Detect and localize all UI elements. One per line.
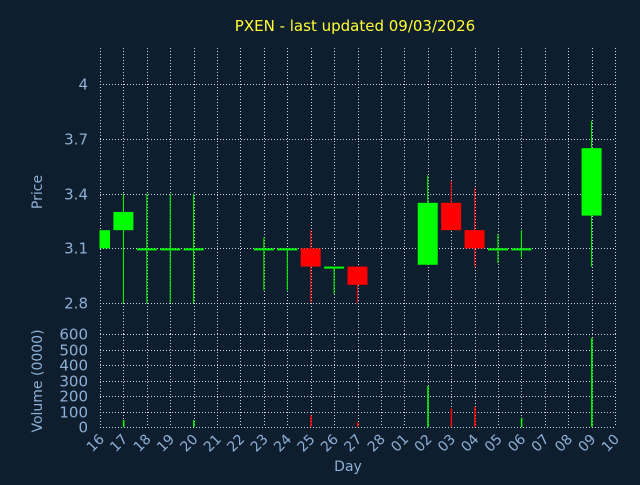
x-tick-label: 27	[341, 432, 365, 456]
x-tick-label: 22	[224, 432, 248, 456]
candle-body	[441, 202, 462, 231]
price-y-tick-label: 3.4	[64, 186, 88, 204]
x-tick-label: 28	[365, 432, 389, 456]
x-tick-label: 26	[318, 431, 342, 455]
volume-series	[122, 337, 593, 427]
candle-body	[300, 248, 321, 267]
candle-body	[581, 148, 602, 216]
x-tick-label: 17	[107, 432, 131, 456]
volume-y-tick-label: 200	[59, 388, 88, 406]
volume-y-tick-label: 100	[59, 404, 88, 422]
price-y-tick-label: 2.8	[64, 295, 88, 313]
candle-body	[417, 202, 438, 265]
candle-body	[253, 248, 274, 251]
volume-axis-label: Volume (0000)	[30, 329, 46, 432]
x-tick-label: 20	[178, 432, 202, 456]
candle-body	[160, 248, 181, 251]
x-tick-label: 06	[505, 431, 529, 455]
candle-body	[487, 248, 508, 251]
volume-y-tick-label: 400	[59, 357, 88, 375]
volume-y-tick-label: 0	[78, 419, 88, 437]
x-tick-label: 19	[154, 432, 178, 456]
candle-body	[113, 211, 134, 231]
volume-bar	[474, 406, 476, 427]
candle-body	[136, 248, 157, 251]
candle-body	[511, 248, 532, 251]
candlestick-series	[99, 120, 602, 304]
candle-body	[100, 230, 110, 249]
candle-body	[277, 248, 298, 251]
x-tick-label: 10	[599, 432, 623, 456]
price-axis-label: Price	[30, 175, 46, 209]
x-tick-label: 02	[412, 432, 436, 456]
volume-bar	[310, 415, 312, 427]
price-y-tick-label: 4	[78, 76, 88, 94]
price-y-tick-labels: 2.8 3.1 3.4 3.7 4	[64, 76, 88, 313]
price-y-tick-label: 3.1	[64, 240, 88, 258]
candle-body	[347, 266, 368, 285]
x-tick-label: 24	[271, 431, 295, 455]
x-tick-label: 09	[575, 432, 599, 456]
volume-y-tick-label: 300	[59, 373, 88, 391]
x-tick-label: 04	[458, 431, 482, 455]
volume-bar	[520, 417, 523, 427]
candle-body	[183, 248, 204, 251]
x-tick-label: 18	[131, 432, 155, 456]
x-tick-labels: 16 17 18 19 20 21 22 23 24 25 26 27 28 01 02 03 04 05 06 07…	[84, 431, 623, 455]
x-tick-label: 07	[529, 432, 553, 456]
x-tick-label: 08	[552, 432, 576, 456]
x-tick-label: 23	[248, 432, 272, 456]
price-y-tick-label: 3.7	[64, 131, 88, 149]
volume-y-tick-label: 500	[59, 342, 88, 360]
volume-bar	[427, 385, 429, 427]
candle-body	[464, 230, 485, 249]
x-tick-label: 25	[295, 432, 319, 456]
volume-bar	[193, 420, 195, 427]
chart-title: PXEN - last updated 09/03/2026	[235, 17, 475, 35]
volume-bar	[450, 408, 453, 427]
x-tick-label: 03	[435, 432, 459, 456]
volume-y-tick-label: 600	[59, 326, 88, 344]
candle-body	[324, 266, 345, 269]
x-tick-label: 01	[388, 432, 412, 456]
volume-bar	[591, 337, 593, 427]
volume-bar	[122, 420, 125, 427]
x-tick-label: 21	[201, 432, 225, 456]
volume-bar	[357, 422, 359, 427]
x-tick-label: 05	[482, 432, 506, 456]
volume-gridlines	[100, 334, 616, 428]
x-axis-label: Day	[334, 459, 362, 475]
